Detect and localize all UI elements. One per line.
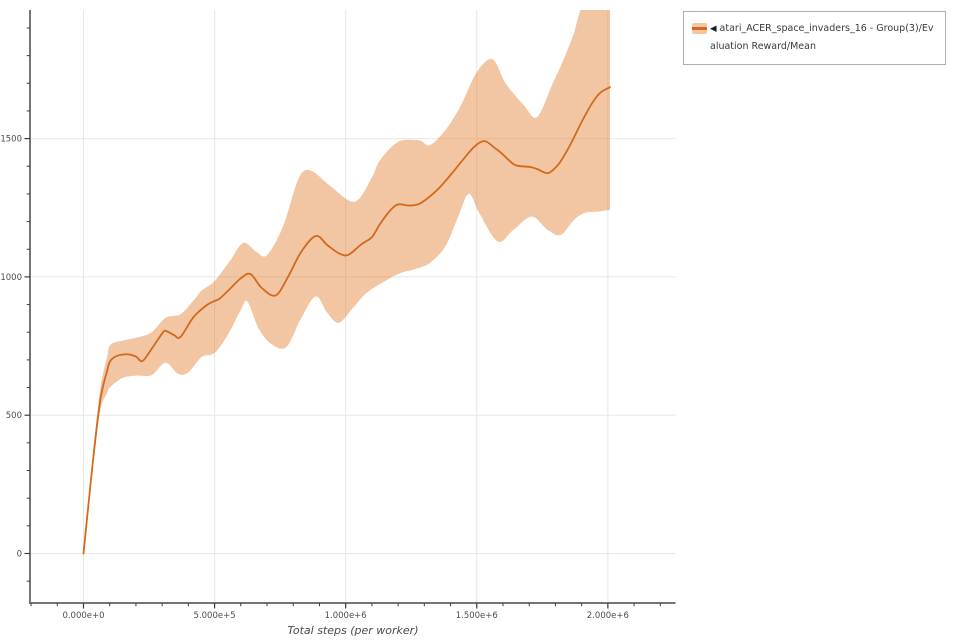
y-tick-label: 1000 [0, 273, 22, 283]
legend-series-label: atari_ACER_space_invaders_16 - Group(3)/… [710, 23, 934, 53]
y-tick-label: 500 [6, 411, 22, 421]
mean-line [82, 86, 611, 555]
x-tick-label: 5.000e+5 [194, 611, 236, 621]
x-tick-label: 2.000e+6 [587, 611, 629, 621]
confidence-band [83, 10, 610, 554]
series-line-icon [692, 27, 707, 30]
x-tick-label: 0.000e+0 [62, 611, 104, 621]
y-tick-label: 0 [17, 549, 22, 559]
y-tick-label: 1500 [0, 135, 22, 145]
x-tick-label: 1.000e+6 [325, 611, 367, 621]
x-axis-title: Total steps (per worker) [288, 624, 419, 637]
legend[interactable]: ◀ atari_ACER_space_invaders_16 - Group(3)… [683, 11, 946, 66]
series-swatch-icon [692, 23, 707, 34]
x-tick-label: 1.500e+6 [456, 611, 498, 621]
legend-collapse-icon[interactable]: ◀ [710, 24, 717, 34]
